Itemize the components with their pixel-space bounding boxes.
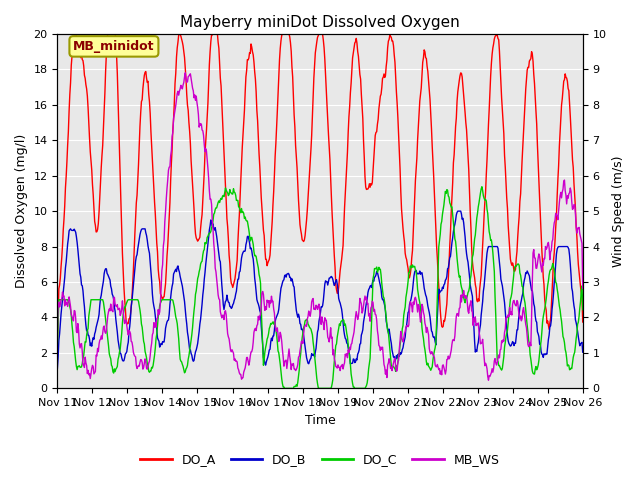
DO_C bbox=[281, 385, 289, 391]
DO_A bbox=[385, 38, 392, 44]
DO_A bbox=[400, 233, 408, 239]
Text: MB_minidot: MB_minidot bbox=[73, 40, 155, 53]
DO_C bbox=[385, 329, 392, 335]
DO_B bbox=[198, 301, 206, 307]
MB_WS bbox=[54, 326, 61, 332]
MB_WS bbox=[181, 70, 189, 76]
DO_C bbox=[198, 258, 206, 264]
DO_A bbox=[54, 340, 61, 346]
Y-axis label: Wind Speed (m/s): Wind Speed (m/s) bbox=[612, 156, 625, 267]
DO_C bbox=[54, 341, 61, 347]
MB_WS bbox=[385, 360, 392, 366]
DO_C bbox=[117, 338, 125, 344]
DO_C bbox=[579, 307, 587, 312]
MB_WS bbox=[199, 128, 207, 133]
DO_A bbox=[104, 31, 111, 37]
DO_A bbox=[579, 319, 587, 325]
Title: Mayberry miniDot Dissolved Oxygen: Mayberry miniDot Dissolved Oxygen bbox=[180, 15, 460, 30]
DO_C bbox=[400, 312, 408, 318]
DO_B bbox=[63, 251, 71, 256]
MB_WS bbox=[117, 311, 125, 316]
MB_WS bbox=[579, 286, 587, 291]
Line: MB_WS: MB_WS bbox=[58, 73, 583, 380]
DO_A bbox=[118, 226, 125, 231]
Line: DO_A: DO_A bbox=[58, 34, 583, 343]
MB_WS bbox=[400, 336, 408, 342]
DO_B bbox=[399, 345, 407, 350]
DO_C bbox=[170, 304, 178, 310]
DO_B bbox=[54, 365, 61, 371]
Legend: DO_A, DO_B, DO_C, MB_WS: DO_A, DO_B, DO_C, MB_WS bbox=[136, 448, 504, 471]
DO_B bbox=[117, 351, 125, 357]
Y-axis label: Dissolved Oxygen (mg/l): Dissolved Oxygen (mg/l) bbox=[15, 134, 28, 288]
DO_C bbox=[63, 297, 71, 302]
DO_A bbox=[171, 80, 179, 86]
DO_B bbox=[170, 269, 178, 275]
MB_WS bbox=[484, 377, 492, 383]
MB_WS bbox=[170, 112, 178, 118]
DO_B bbox=[579, 349, 587, 355]
MB_WS bbox=[63, 300, 71, 306]
DO_C bbox=[478, 184, 486, 190]
Line: DO_C: DO_C bbox=[58, 187, 583, 388]
Line: DO_B: DO_B bbox=[58, 211, 583, 368]
X-axis label: Time: Time bbox=[305, 414, 335, 427]
DO_A bbox=[63, 159, 71, 165]
DO_A bbox=[199, 198, 207, 204]
DO_B bbox=[384, 326, 392, 332]
DO_B bbox=[454, 208, 461, 214]
